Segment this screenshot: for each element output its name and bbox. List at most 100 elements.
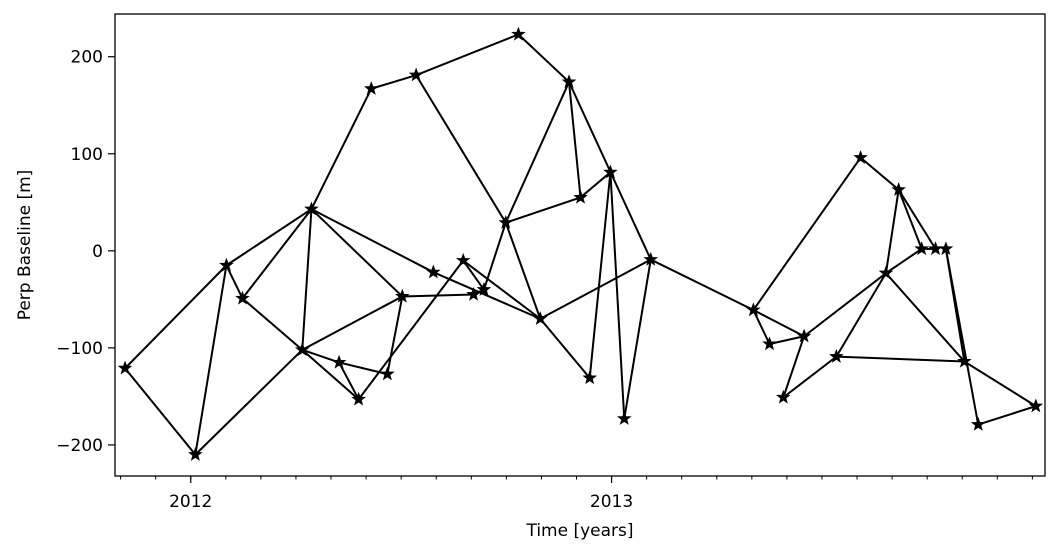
pair-line: [803, 272, 887, 338]
pair-line: [241, 208, 313, 299]
pair-line: [370, 74, 417, 90]
acquisition-marker: [853, 149, 868, 164]
pair-line: [415, 74, 507, 224]
pair-line: [897, 189, 923, 250]
acquisition-marker: [498, 215, 514, 229]
acquisition-marker: [219, 257, 234, 272]
pair-line: [482, 222, 507, 290]
acquisition-marker: [511, 26, 526, 41]
y-tick-label: −200: [56, 436, 103, 456]
acquisition-marker: [829, 348, 844, 363]
acquisition-marker: [582, 370, 598, 385]
acquisition-marker: [938, 241, 954, 256]
pair-line: [977, 405, 1037, 426]
pair-line: [752, 157, 862, 311]
pair-line: [386, 296, 404, 375]
pair-line: [311, 208, 434, 274]
pair-line: [225, 208, 313, 267]
pair-line: [310, 88, 373, 210]
pair-line: [415, 33, 519, 77]
acquisition-marker: [573, 189, 588, 204]
pair-line: [505, 196, 581, 224]
acquisition-marker: [408, 67, 424, 82]
pair-line: [539, 318, 591, 379]
acquisition-marker: [616, 411, 632, 425]
acquisition-marker: [762, 336, 777, 351]
acquisition-marker: [235, 290, 250, 305]
acquisition-marker: [776, 389, 791, 404]
pair-line: [859, 156, 900, 191]
plot-frame: [114, 13, 1046, 477]
pair-line: [752, 309, 805, 338]
y-tick-label: 100: [71, 145, 103, 165]
x-axis-label: Time [years]: [525, 521, 633, 541]
acquisition-marker: [455, 252, 471, 267]
pair-line: [301, 209, 313, 350]
pair-line: [579, 171, 612, 199]
pair-line: [623, 259, 652, 419]
pair-line: [588, 172, 612, 379]
pair-line: [462, 259, 541, 320]
acquisition-marker: [188, 446, 203, 461]
pair-line: [301, 295, 403, 351]
x-axis-ticks: 2012 2013: [120, 476, 1033, 512]
pair-line: [944, 248, 980, 425]
pair-line: [357, 259, 465, 400]
pair-line: [432, 271, 541, 320]
y-tick-label: 0: [92, 242, 103, 262]
y-tick-label: −100: [56, 339, 103, 359]
pair-line: [517, 33, 570, 83]
acquisition-marker: [363, 81, 379, 95]
acquisition-marker: [970, 416, 986, 431]
acquisition-marker: [891, 182, 906, 196]
pair-line: [650, 258, 754, 311]
pair-line: [124, 367, 197, 456]
acquisition-marker: [380, 366, 395, 381]
pair-line: [194, 349, 303, 456]
acquisition-marker: [294, 342, 310, 357]
pair-line: [835, 272, 887, 358]
acquisition-marker: [878, 265, 894, 280]
acquisition-marker: [914, 241, 929, 256]
acquisition-markers: [117, 26, 1044, 461]
acquisition-marker: [466, 286, 481, 301]
acquisition-marker: [746, 302, 761, 317]
pair-line: [609, 172, 626, 419]
pair-line: [752, 309, 771, 345]
pair-line: [301, 349, 360, 401]
acquisition-marker: [476, 281, 492, 296]
pair-line: [402, 293, 474, 298]
pair-line: [782, 335, 806, 398]
pair-line: [310, 208, 403, 298]
pair-line: [338, 361, 360, 400]
pair-line: [963, 360, 1037, 407]
acquisition-marker: [1028, 398, 1044, 413]
x-tick-label: 2012: [169, 492, 212, 512]
acquisition-marker: [304, 201, 319, 216]
y-axis-label: Perp Baseline [m]: [15, 170, 35, 321]
pair-line: [241, 297, 303, 351]
acquisition-marker: [117, 360, 133, 375]
pair-line: [884, 189, 900, 274]
pair-line: [782, 355, 837, 399]
acquisition-marker: [395, 288, 410, 303]
acquisition-marker: [957, 353, 972, 368]
pair-line: [568, 81, 582, 198]
acquisition-marker: [532, 311, 548, 325]
y-axis-ticks: 200 100 0 −100 −200: [56, 48, 115, 456]
pair-line: [194, 265, 228, 455]
pair-line: [225, 264, 244, 299]
pair-line: [124, 264, 228, 369]
pair-lines: [124, 33, 1037, 456]
acquisition-marker: [331, 354, 347, 369]
acquisition-marker: [796, 328, 812, 343]
pair-line: [504, 222, 542, 320]
pair-line: [539, 258, 652, 320]
pair-line: [836, 355, 965, 363]
pair-line: [897, 189, 937, 250]
acquisition-marker: [351, 391, 366, 406]
x-tick-label: 2013: [590, 492, 633, 512]
pair-line: [885, 248, 923, 274]
